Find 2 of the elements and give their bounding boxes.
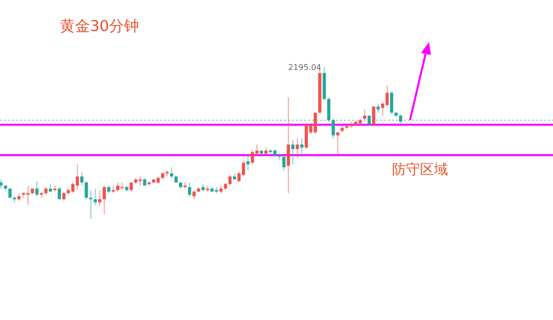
annotation: 2195.04 (288, 63, 322, 72)
title: 黄金30分钟 (60, 17, 140, 35)
